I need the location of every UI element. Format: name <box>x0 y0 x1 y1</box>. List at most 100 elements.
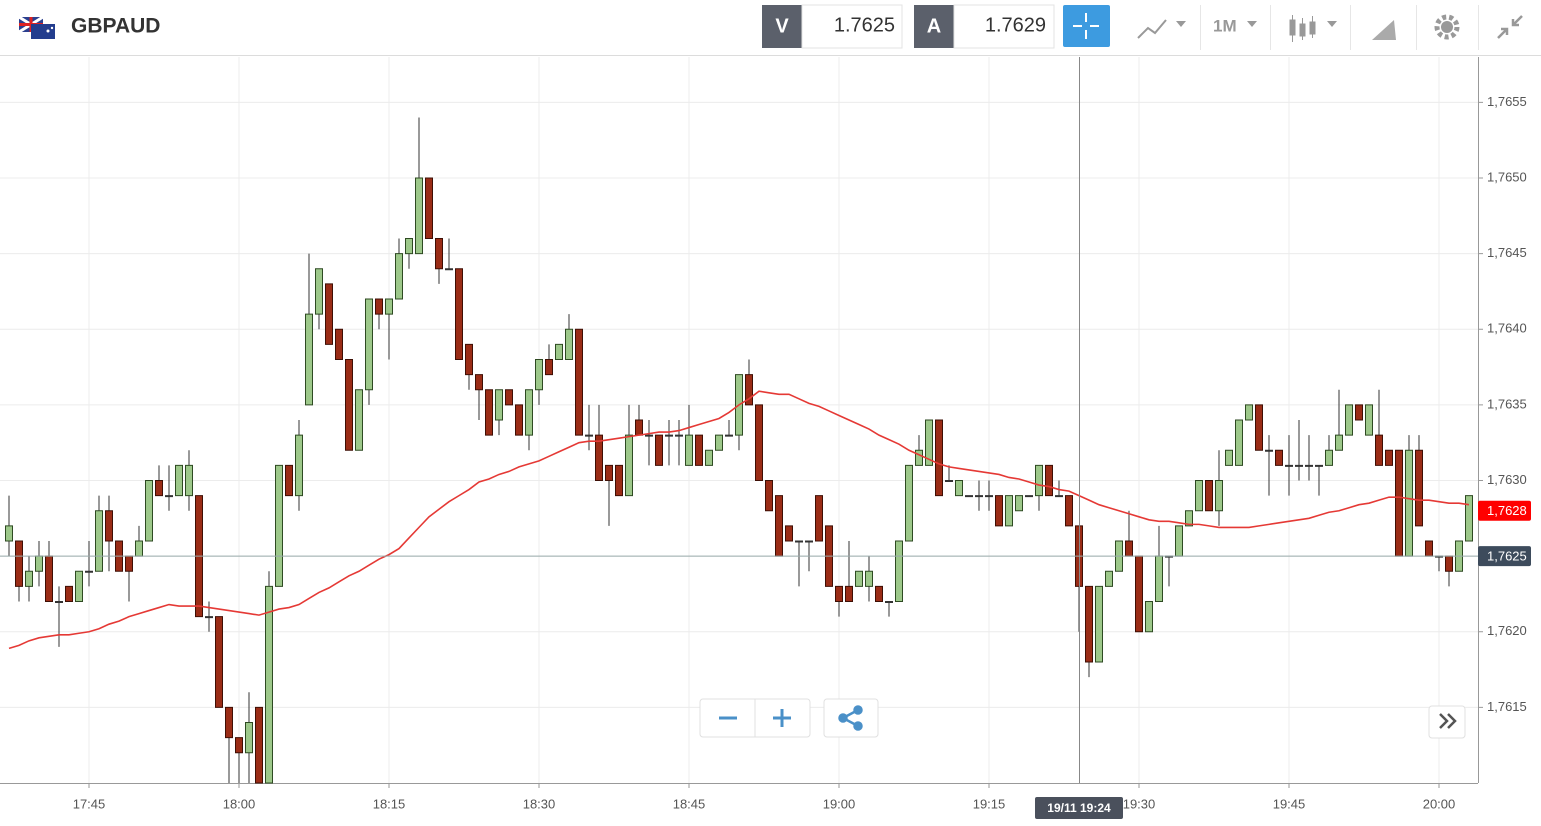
candle-body <box>875 585 883 602</box>
candle-body <box>1245 404 1253 421</box>
candle-body <box>1465 495 1473 542</box>
candle-body <box>1265 449 1273 452</box>
timeframe[interactable]: 1M <box>1213 16 1237 35</box>
candle-body <box>1175 525 1183 557</box>
zoom-in[interactable] <box>773 709 791 727</box>
candle-body <box>895 540 903 602</box>
candle-body <box>1355 404 1363 421</box>
candle-body <box>1325 449 1333 466</box>
candle-body <box>165 495 173 498</box>
candle-body <box>865 570 873 587</box>
candle-body <box>255 706 263 784</box>
candle-body <box>645 434 653 437</box>
candle-body <box>395 253 403 300</box>
settings-icon-core <box>1441 21 1453 33</box>
candle-body <box>355 389 363 451</box>
candle-body <box>515 404 523 436</box>
crosshair-label-box <box>1035 797 1123 819</box>
candle-body <box>795 540 803 543</box>
candle-body <box>315 268 323 315</box>
y-tick-label: 1,7650 <box>1487 169 1527 184</box>
candle-body <box>655 434 663 466</box>
candle-body <box>1095 585 1103 663</box>
candle-body <box>455 268 463 360</box>
candle-body <box>1035 464 1043 497</box>
candle-body <box>485 389 493 436</box>
candle-body <box>415 177 423 255</box>
candle-body <box>1395 449 1403 557</box>
candle-body <box>505 389 513 406</box>
candle-body <box>1205 480 1213 512</box>
crosshair-label: 19/11 19:24 <box>1047 801 1111 815</box>
candle-icon[interactable] <box>1289 15 1316 42</box>
candle-body <box>605 464 613 481</box>
candle-body <box>1285 464 1293 467</box>
candle-body <box>955 480 963 497</box>
candle-body <box>915 449 923 466</box>
candle-body <box>245 722 253 754</box>
candle-body <box>905 464 913 542</box>
candle-body <box>1445 555 1453 572</box>
candle-body <box>475 374 483 391</box>
y-tick-label: 1,7645 <box>1487 245 1527 260</box>
candle-body <box>495 389 503 421</box>
candle-body <box>555 343 563 360</box>
candle-body <box>985 495 993 498</box>
crosshair-button[interactable] <box>1063 5 1110 47</box>
candle-body <box>945 480 953 482</box>
candle-body <box>235 737 243 754</box>
candle-body <box>1425 540 1433 557</box>
candle-body <box>325 283 333 345</box>
candle-body <box>845 585 853 602</box>
candle-body <box>1415 449 1423 527</box>
y-tick-label: 1,7630 <box>1487 472 1527 487</box>
sell-price: 1.7625 <box>834 14 895 36</box>
settings-icon[interactable] <box>1434 14 1460 40</box>
candle-body <box>125 555 133 572</box>
scroll-right[interactable] <box>1439 713 1457 729</box>
candle-body <box>425 177 433 239</box>
candle-body <box>1365 404 1373 436</box>
candle-body <box>615 464 623 497</box>
candle-body <box>175 464 183 497</box>
candle-body <box>755 404 763 481</box>
candle-body <box>1015 495 1023 512</box>
share-icon[interactable] <box>838 705 863 731</box>
candle-body <box>1145 601 1153 633</box>
y-tick-label: 1,7655 <box>1487 94 1527 109</box>
candle-body <box>785 525 793 542</box>
symbol: GBPAUD <box>71 15 160 38</box>
candle-body <box>1135 555 1143 633</box>
candle-body <box>1375 434 1383 466</box>
candle-body <box>1225 449 1233 466</box>
candle-body <box>575 328 583 436</box>
candle-body <box>1255 404 1263 451</box>
x-tick-label: 17:45 <box>73 796 106 811</box>
chart-type-icon[interactable] <box>1137 19 1167 39</box>
buy-button[interactable] <box>914 5 954 48</box>
candle-body <box>1195 480 1203 512</box>
ma-price-label: 1,7628 <box>1487 503 1527 518</box>
candle-body <box>625 434 633 497</box>
candle-body <box>435 238 443 270</box>
candle-body <box>135 540 143 557</box>
candle-body <box>1155 555 1163 602</box>
y-tick-label: 1,7615 <box>1487 699 1527 714</box>
candle-body <box>995 495 1003 527</box>
last-price-label-box <box>1478 546 1531 567</box>
candle-body <box>295 434 303 497</box>
minimize-icon[interactable] <box>1497 15 1523 39</box>
candle-body <box>815 495 823 542</box>
candle-body <box>935 419 943 497</box>
x-tick-label: 18:45 <box>673 796 706 811</box>
candle-body <box>1385 449 1393 466</box>
sell-button[interactable] <box>762 5 802 48</box>
candle-body <box>1215 480 1223 512</box>
candle-body <box>835 585 843 602</box>
candle-body <box>405 238 413 255</box>
draw-icon[interactable] <box>1372 20 1396 40</box>
candle-body <box>285 464 293 497</box>
candle-body <box>1305 464 1313 467</box>
candle-body <box>105 510 113 542</box>
buy-label: A <box>927 15 941 37</box>
